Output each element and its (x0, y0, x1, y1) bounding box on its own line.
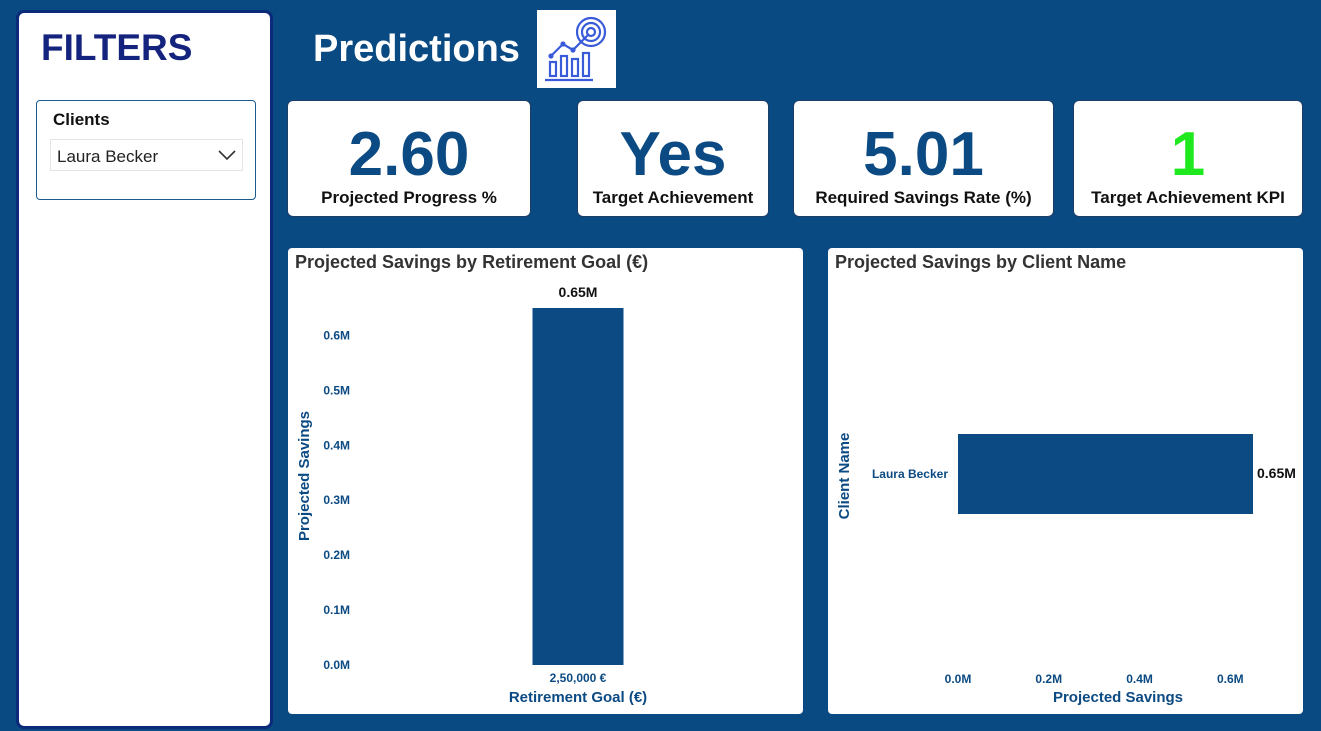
kpi-label: Target Achievement KPI (1091, 188, 1285, 207)
kpi-value: 1 (1170, 120, 1206, 189)
x-axis-title: Projected Savings (1053, 689, 1183, 706)
kpi-value: 5.01 (863, 120, 984, 189)
analytics-chart-icon (537, 10, 616, 88)
chart-card-client-name: Projected Savings by Client Name 0.0M 0.2… (828, 248, 1303, 714)
x-tick-label: 0.2M (1035, 672, 1062, 686)
x-tick-label: 0.0M (945, 672, 972, 686)
x-axis-title: Retirement Goal (€) (509, 689, 647, 706)
clients-dropdown[interactable]: Laura Becker (50, 139, 243, 171)
chart-card-retirement-goal: Projected Savings by Retirement Goal (€)… (288, 248, 803, 714)
bar (532, 308, 624, 665)
chart-title: Projected Savings by Client Name (835, 252, 1127, 272)
kpi-label: Projected Progress % (321, 188, 497, 207)
filters-title: FILTERS (41, 27, 193, 68)
clients-slicer-label: Clients (53, 110, 110, 129)
x-tick-label: 0.4M (1126, 672, 1153, 686)
chart-title: Projected Savings by Retirement Goal (€) (295, 252, 649, 272)
x-tick-label: 0.6M (1217, 672, 1244, 686)
y-tick-label: 0.4M (323, 438, 350, 452)
client-name-chart: 0.0M 0.2M 0.4M 0.6M 0.65M Laura Becker Project… (836, 433, 1296, 706)
y-axis-title: Client Name (836, 433, 853, 520)
x-tick-label: 2,50,000 € (550, 671, 607, 685)
y-axis-title: Projected Savings (296, 411, 313, 541)
y-tick-label: 0.1M (323, 603, 350, 617)
kpi-projected-progress: 2.60 Projected Progress % (287, 100, 531, 217)
kpi-value: Yes (619, 120, 727, 189)
kpi-target-achievement-kpi: 1 Target Achievement KPI (1073, 100, 1303, 217)
kpi-target-achievement: Yes Target Achievement (577, 100, 769, 217)
bar (958, 434, 1253, 514)
filters-panel: FILTERS Clients Laura Becker (16, 10, 273, 729)
y-tick-label: Laura Becker (872, 467, 948, 481)
y-tick-label: 0.2M (323, 548, 350, 562)
data-label: 0.65M (559, 284, 598, 300)
retirement-goal-chart: 0.0M 0.1M 0.2M 0.3M 0.4M 0.5M 0.6M 0.65M 2,50,00… (296, 284, 647, 706)
kpi-value: 2.60 (348, 120, 470, 189)
clients-dropdown-value: Laura Becker (57, 147, 159, 166)
page-title: Predictions (313, 28, 520, 70)
y-tick-label: 0.5M (323, 383, 350, 397)
y-tick-label: 0.0M (323, 658, 350, 672)
chevron-down-icon (218, 150, 236, 161)
kpi-label: Required Savings Rate (%) (815, 188, 1032, 207)
clients-slicer: Clients Laura Becker (36, 100, 256, 200)
y-tick-label: 0.3M (323, 493, 350, 507)
kpi-required-savings-rate: 5.01 Required Savings Rate (%) (793, 100, 1054, 217)
data-label: 0.65M (1257, 465, 1296, 481)
y-tick-label: 0.6M (323, 328, 350, 342)
kpi-label: Target Achievement (592, 188, 754, 207)
